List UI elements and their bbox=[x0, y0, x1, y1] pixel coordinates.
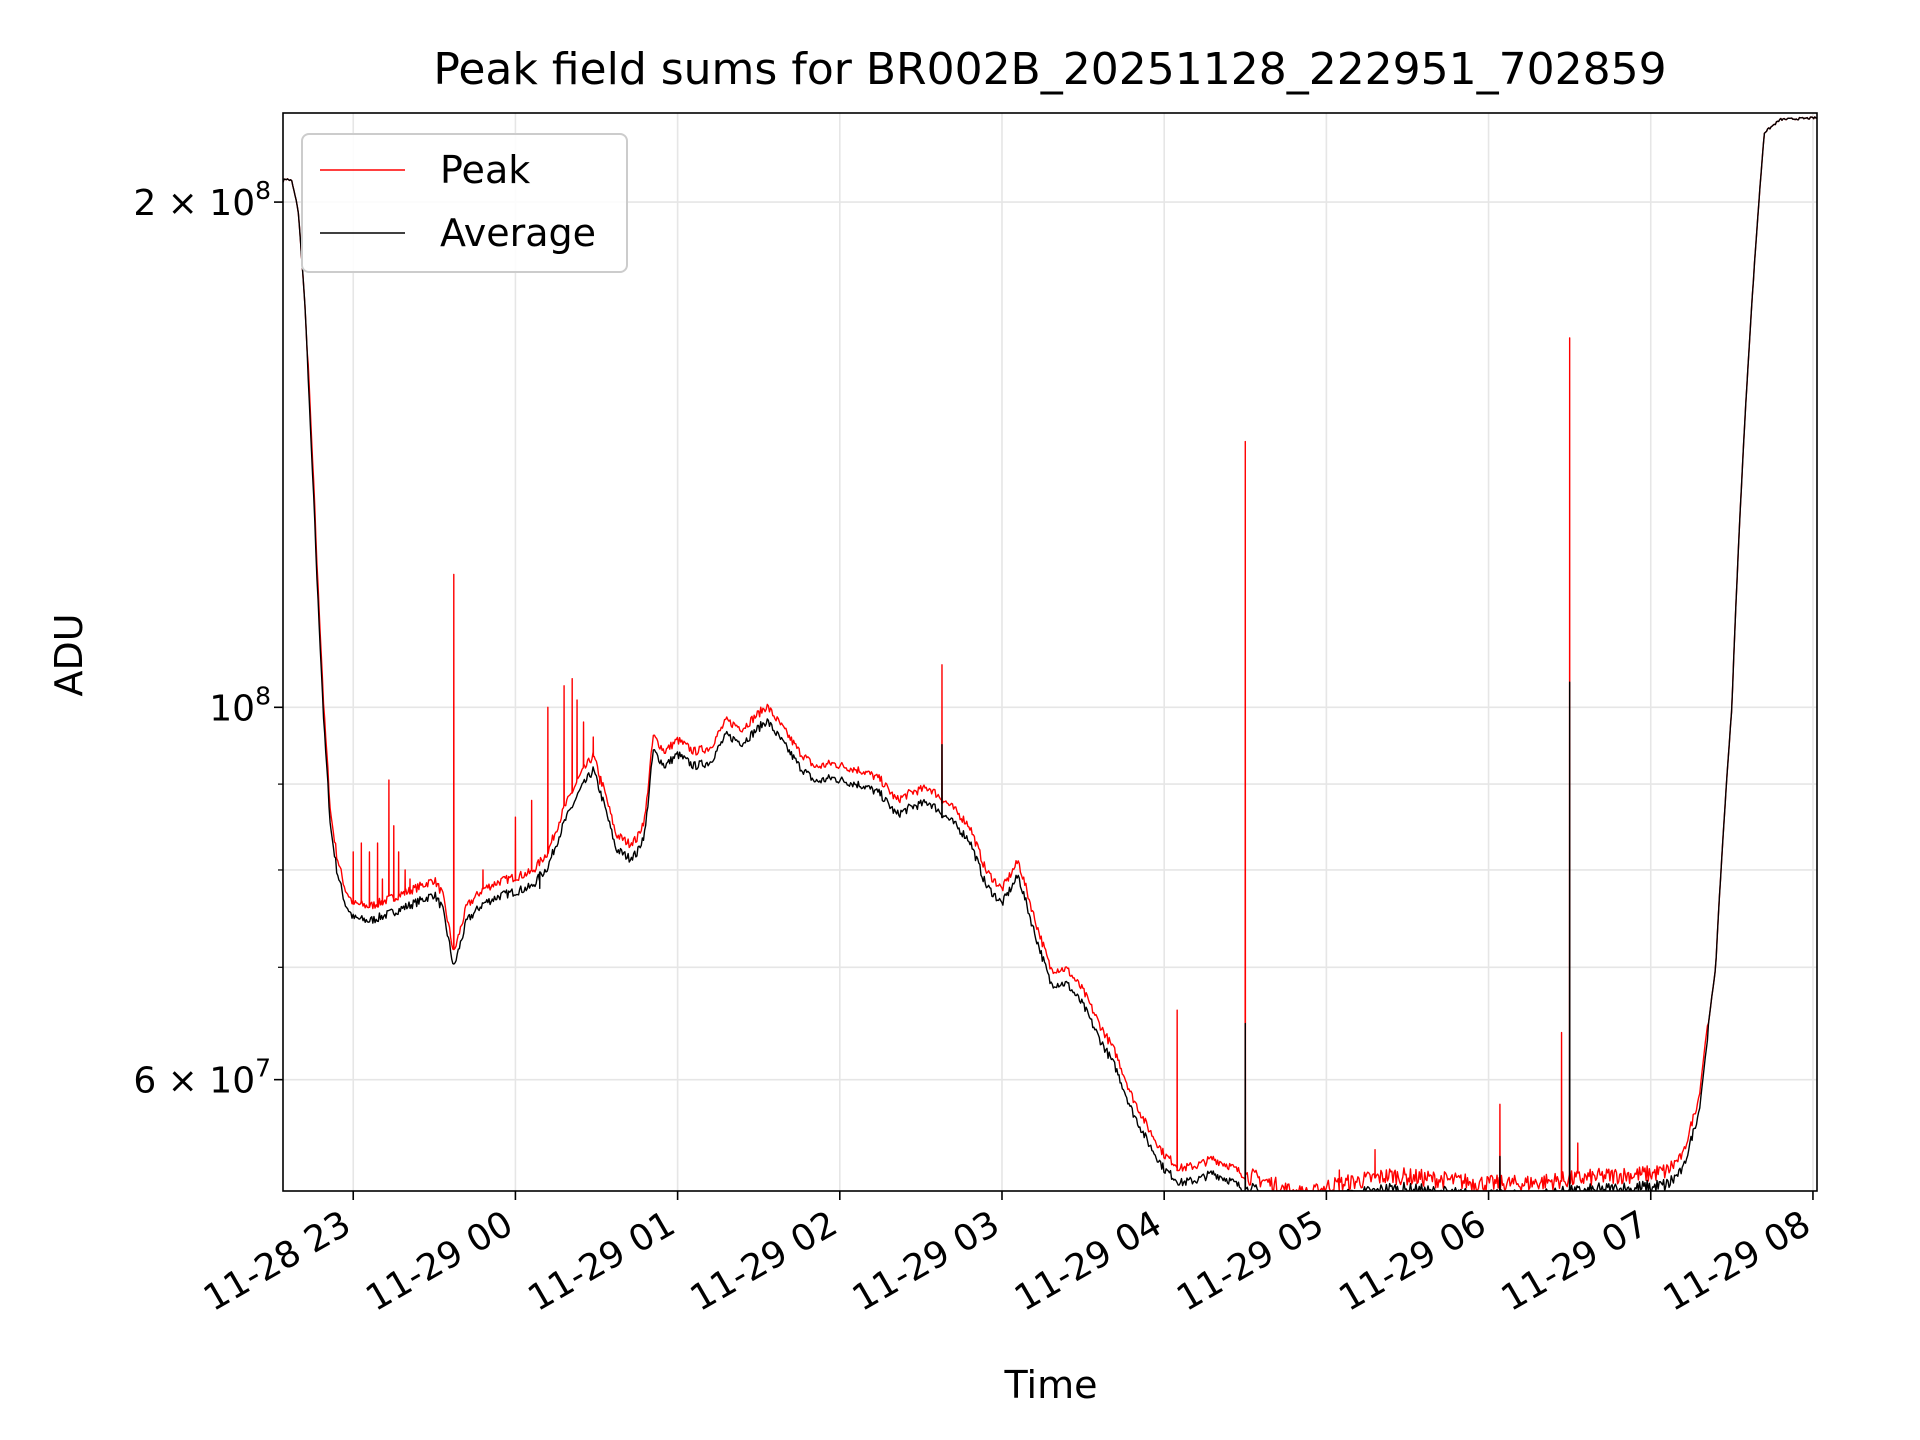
legend-average-label: Average bbox=[440, 211, 596, 255]
x-axis-label: Time bbox=[1004, 1363, 1098, 1407]
y-tick-label-exponent: 8 bbox=[255, 176, 271, 205]
y-tick-label-base: 6 × 10 bbox=[133, 1061, 255, 1102]
y-tick-label-base: 2 × 10 bbox=[133, 183, 255, 224]
y-tick-label: 2 × 108 bbox=[133, 176, 271, 224]
legend: Peak Average bbox=[301, 133, 628, 273]
y-tick-label-exponent: 8 bbox=[255, 681, 271, 710]
plot-frame bbox=[282, 112, 1818, 1192]
y-tick-label-base: 10 bbox=[209, 688, 255, 729]
legend-box bbox=[301, 133, 628, 273]
y-tick-label: 108 bbox=[209, 681, 271, 729]
chart-title: Peak field sums for BR002B_20251128_2229… bbox=[433, 44, 1666, 95]
y-axis-label: ADU bbox=[47, 613, 91, 696]
y-tick-label: 6 × 107 bbox=[133, 1054, 271, 1102]
legend-peak-label: Peak bbox=[440, 148, 530, 192]
y-tick-label-exponent: 7 bbox=[255, 1054, 271, 1083]
series-line-peak bbox=[283, 116, 1817, 1191]
